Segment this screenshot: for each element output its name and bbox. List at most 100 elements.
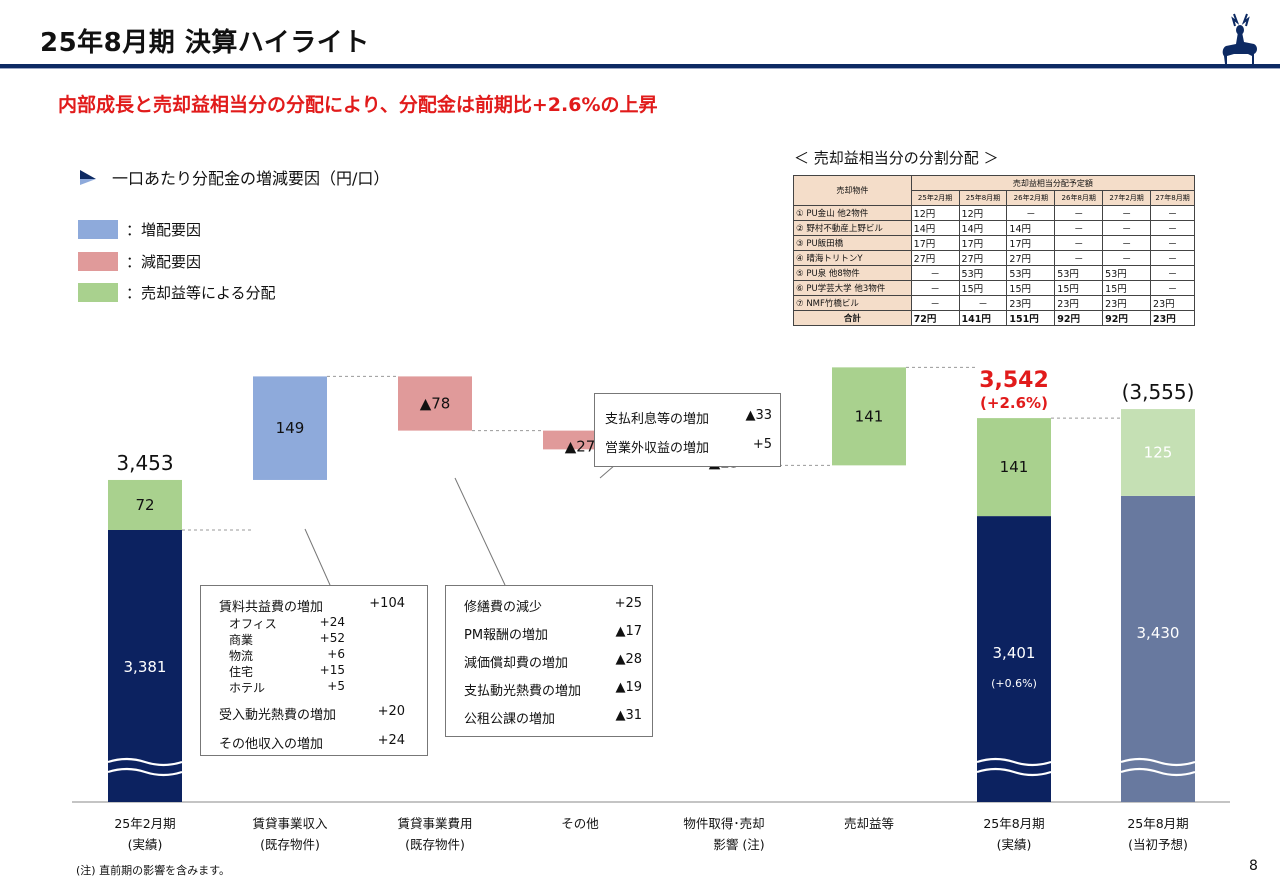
x-tick-sublabel: (実績) bbox=[997, 837, 1032, 852]
callout-item-value: ▲33 bbox=[745, 408, 772, 423]
callout-item-value: ▲28 bbox=[615, 652, 642, 667]
bar-total-sublabel: (+2.6%) bbox=[980, 394, 1048, 412]
callout-expense-breakdown: 修繕費の減少 +25 PM報酬の増加 ▲17 減価償却費の増加 ▲28 支払動光熱費の増加 ▲… bbox=[445, 585, 653, 737]
x-tick-label: その他 bbox=[561, 816, 599, 831]
bar-base bbox=[108, 530, 182, 802]
table-cell-property: ⑤ PU泉 他8物件 bbox=[793, 265, 912, 281]
headline: 内部成長と売却益相当分の分配により、分配金は前期比+2.6%の上昇 bbox=[58, 94, 658, 116]
page-title: 25年8月期 決算ハイライト bbox=[40, 28, 370, 58]
table-cell-value: 151円 bbox=[1006, 310, 1056, 326]
x-tick-label: 25年8月期 bbox=[983, 816, 1044, 831]
bar-base-sublabel: (+0.6%) bbox=[991, 677, 1037, 690]
table-total-row: 合計 72円 141円 151円 92円 92円 23円 bbox=[793, 310, 1195, 326]
callout-other-breakdown: 支払利息等の増加 ▲33 営業外収益の増加 +5 bbox=[594, 393, 781, 467]
axis-break-wave-icon bbox=[107, 757, 183, 767]
axis-break-wave-icon bbox=[1120, 767, 1196, 777]
bar-decrease bbox=[398, 376, 472, 431]
bar-base-label: 3,430 bbox=[1137, 624, 1180, 642]
bar-gain-label: 72 bbox=[135, 496, 154, 514]
bar-base-label: 3,401 bbox=[993, 644, 1036, 662]
x-tick-sublabel: 影響 (注) bbox=[713, 837, 764, 852]
gain-allocation-table: 売却物件 売却益相当分配予定額 25年2月期 25年8月期 26年2月期 26年8月期… bbox=[793, 175, 1196, 326]
callout-item-label: 賃料共益費の増加 bbox=[219, 600, 324, 615]
leader-line bbox=[454, 477, 506, 586]
callout-revenue-breakdown: 賃料共益費の増加 +104 オフィス +24 商業 +52 物流 +6 住宅 +15 ホテル +5 受入… bbox=[200, 585, 428, 756]
leader-line bbox=[304, 528, 331, 586]
axis-break-wave-icon bbox=[107, 767, 183, 777]
legend-heading: 一口あたり分配金の増減要因（円/口） bbox=[78, 165, 389, 189]
callout-item-value: ▲19 bbox=[615, 680, 642, 695]
legend-label: ：売却益等による分配 bbox=[126, 284, 276, 302]
callout-item-label: 修繕費の減少 bbox=[464, 600, 543, 615]
table-cell-property: 合計 bbox=[793, 310, 912, 326]
table-header-property: 売却物件 bbox=[793, 175, 912, 206]
x-tick-label: 賃貸事業収入 bbox=[252, 816, 328, 831]
table-period-header: 25年8月期 bbox=[958, 190, 1008, 206]
page-number: 8 bbox=[1249, 858, 1258, 874]
legend-item-gain: ：売却益等による分配 bbox=[78, 282, 276, 303]
callout-item-value: +52 bbox=[319, 631, 345, 645]
x-tick-label: 物件取得･売却 bbox=[683, 816, 764, 831]
x-tick-label: 25年8月期 bbox=[1127, 816, 1188, 831]
table-cell-value: － bbox=[1150, 220, 1195, 236]
table-period-header: 26年8月期 bbox=[1054, 190, 1104, 206]
triangle-bullet-icon bbox=[80, 170, 96, 185]
bar-gain-segment bbox=[977, 418, 1051, 517]
callout-item-value: +15 bbox=[319, 663, 345, 677]
callout-item-label: 住宅 bbox=[229, 665, 254, 679]
legend-item-increase: ：増配要因 bbox=[78, 219, 201, 240]
callout-item-value: +24 bbox=[319, 615, 345, 629]
axis-break-wave-icon bbox=[1120, 757, 1196, 767]
table-row: ③ PU飯田橋 17円 17円 17円－－－ bbox=[793, 235, 1195, 251]
table-cell-property: ① PU金山 他2物件 bbox=[793, 205, 912, 221]
table-header-group: 売却益相当分配予定額 bbox=[910, 175, 1196, 191]
x-tick-sublabel: (当初予想) bbox=[1128, 837, 1188, 852]
callout-item-label: 営業外収益の増加 bbox=[605, 441, 710, 456]
x-tick-label: 売却益等 bbox=[844, 816, 894, 831]
callout-item-label: 物流 bbox=[229, 649, 254, 663]
legend-item-decrease: ：減配要因 bbox=[78, 251, 201, 272]
table-cell-property: ④ 晴海トリトンY bbox=[793, 250, 912, 266]
legend-swatch bbox=[78, 283, 118, 302]
axis-break-wave-icon bbox=[976, 767, 1052, 777]
header-rule bbox=[0, 64, 1280, 68]
bar-base-label: 3,381 bbox=[124, 658, 167, 676]
table-period-header: 27年8月期 bbox=[1150, 190, 1195, 206]
callout-item-label: オフィス bbox=[229, 617, 277, 631]
bar-value-label: ▲27 bbox=[565, 437, 596, 455]
table-row: ② 野村不動産上野ビル 14円 14円 14円－－－ bbox=[793, 220, 1195, 236]
bar-base bbox=[1121, 495, 1195, 802]
x-tick-label: 25年2月期 bbox=[114, 816, 175, 831]
callout-item-label: 減価償却費の増加 bbox=[464, 656, 569, 671]
gain-table-caption: ＜ 売却益相当分の分割分配 ＞ bbox=[794, 149, 999, 167]
callout-item-value: +104 bbox=[369, 596, 405, 611]
bar-total-label: 3,453 bbox=[116, 451, 173, 475]
callout-item-value: +6 bbox=[327, 647, 345, 661]
callout-item-value: +5 bbox=[327, 679, 345, 693]
table-cell-property: ③ PU飯田橋 bbox=[793, 235, 912, 251]
callout-item-value: ▲31 bbox=[615, 708, 642, 723]
table-cell-value: 141円 bbox=[958, 310, 1008, 326]
axis-break-wave-icon bbox=[976, 757, 1052, 767]
callout-item-value: +24 bbox=[377, 733, 405, 748]
footnote: (注) 直前期の影響を含みます。 bbox=[76, 864, 230, 877]
callout-item-value: +5 bbox=[752, 437, 772, 452]
table-cell-value: 17円 bbox=[958, 235, 1008, 251]
callout-item-label: ホテル bbox=[229, 681, 266, 695]
bar-gain-label: 141 bbox=[1000, 458, 1029, 476]
legend-swatch bbox=[78, 252, 118, 271]
callout-item-label: PM報酬の増加 bbox=[464, 628, 549, 643]
x-tick-sublabel: (既存物件) bbox=[260, 837, 320, 852]
callout-item-value: +25 bbox=[614, 596, 642, 611]
callout-item-value: ▲17 bbox=[615, 624, 642, 639]
callout-item-value: +20 bbox=[377, 704, 405, 719]
bar-total-label: 3,542 bbox=[979, 368, 1049, 393]
leader-line bbox=[599, 464, 616, 479]
bar-value-label: 141 bbox=[855, 407, 884, 425]
callout-item-label: 受入動光熱費の増加 bbox=[219, 708, 337, 723]
bar-base bbox=[977, 516, 1051, 802]
legend-label: ：減配要因 bbox=[126, 253, 202, 271]
callout-item-label: 支払動光熱費の増加 bbox=[464, 684, 582, 699]
bar-gain bbox=[832, 367, 906, 466]
